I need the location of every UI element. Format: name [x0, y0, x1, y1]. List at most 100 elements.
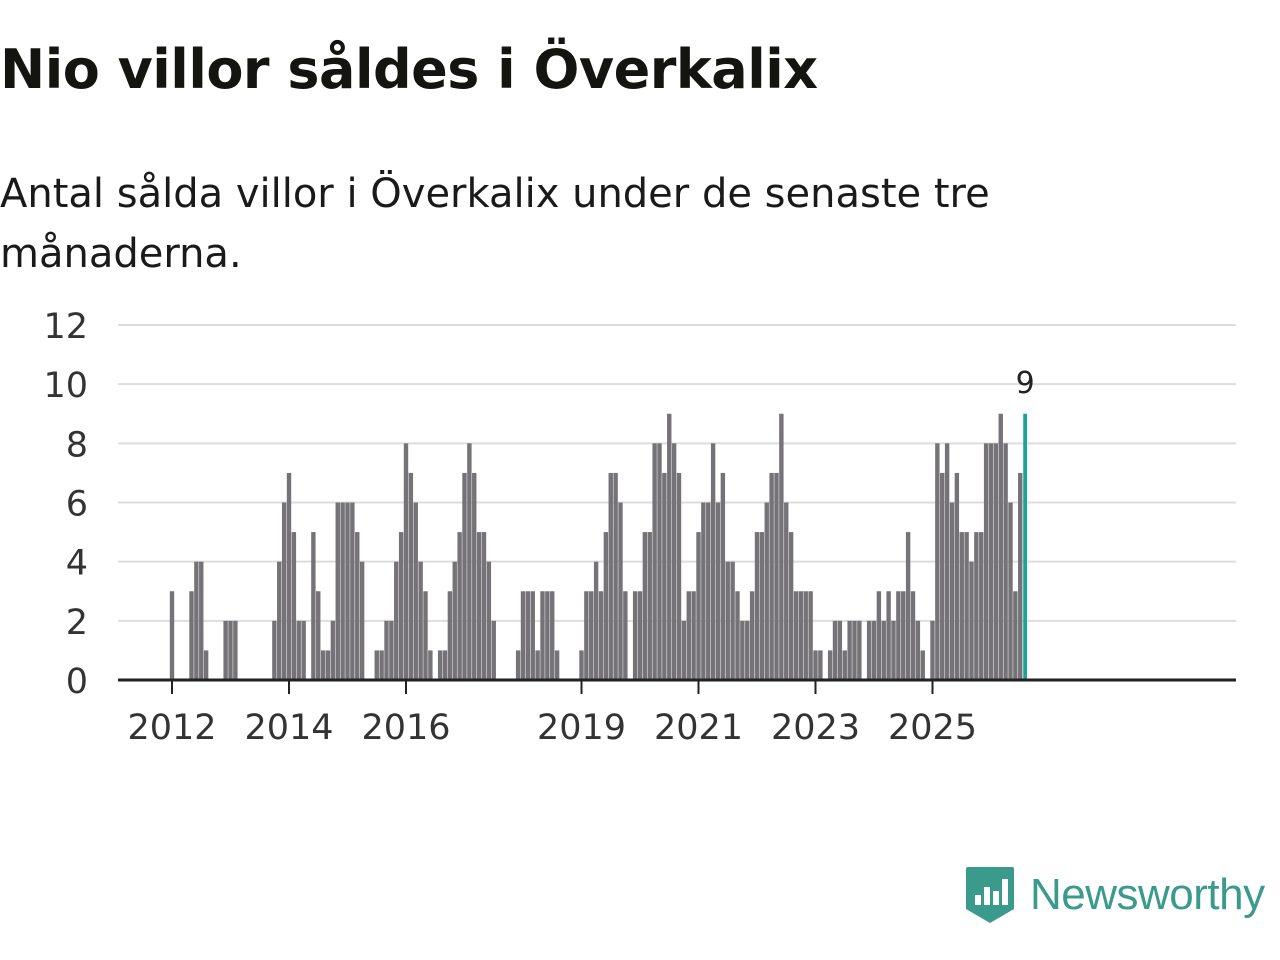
bar — [901, 591, 906, 680]
bar — [340, 502, 345, 680]
bar — [316, 591, 321, 680]
bar — [1003, 443, 1008, 680]
bar — [652, 443, 657, 680]
bar — [554, 650, 560, 680]
bar — [335, 502, 340, 680]
bar — [930, 620, 935, 680]
x-tick-label: 2025 — [888, 708, 977, 748]
chart-title: Nio villor såldes i Överkalix — [0, 38, 818, 101]
bar — [691, 591, 696, 680]
newsworthy-logo-icon — [966, 867, 1014, 923]
bar — [993, 443, 999, 680]
bar — [311, 532, 316, 680]
bar — [745, 620, 750, 680]
y-tick-label: 10 — [43, 366, 88, 406]
bar — [589, 591, 594, 680]
bar — [671, 443, 677, 680]
bar — [525, 591, 531, 680]
bar — [203, 650, 209, 680]
bar — [954, 472, 960, 680]
bar — [647, 532, 652, 680]
bar — [866, 620, 872, 680]
bar — [286, 472, 292, 680]
bar — [418, 561, 423, 680]
bar — [988, 443, 994, 680]
bar — [467, 443, 472, 680]
bar — [330, 620, 336, 680]
newsworthy-logo[interactable]: Newsworthy — [964, 864, 1265, 926]
bar — [667, 413, 672, 680]
bar — [857, 620, 862, 680]
bar — [720, 472, 726, 680]
bar — [169, 591, 175, 680]
bar — [593, 561, 599, 680]
bar — [896, 591, 901, 680]
bar — [696, 532, 701, 680]
bar — [623, 591, 628, 680]
bar — [452, 561, 457, 680]
x-axis-ticks: 2012 2014 2016 2019 2021 2023 2025 — [127, 680, 977, 748]
bar — [579, 650, 584, 680]
bar — [637, 591, 643, 680]
bar — [398, 532, 404, 680]
bar — [935, 443, 940, 680]
bar — [715, 502, 721, 680]
y-tick-label: 12 — [43, 307, 88, 347]
bar — [686, 591, 691, 680]
bar — [345, 502, 350, 680]
y-tick-label: 4 — [66, 544, 88, 584]
bar — [803, 591, 808, 680]
bar — [779, 413, 784, 680]
bar — [774, 472, 779, 680]
bar — [389, 620, 394, 680]
x-tick-label: 2023 — [771, 708, 860, 748]
bar — [491, 620, 496, 680]
bar — [350, 502, 355, 680]
bar — [481, 532, 487, 680]
bar — [355, 532, 360, 680]
bar — [979, 532, 984, 680]
bar — [442, 650, 448, 680]
bar — [320, 650, 326, 680]
bar — [871, 620, 877, 680]
bar — [408, 472, 414, 680]
bar — [394, 561, 399, 680]
bar — [457, 532, 462, 680]
bar — [272, 620, 277, 680]
bar — [194, 561, 199, 680]
bar-highlighted — [1023, 413, 1028, 680]
bar — [944, 443, 950, 680]
bar — [1013, 591, 1018, 680]
annotations: 9 — [1016, 366, 1035, 401]
bar — [603, 532, 609, 680]
bar — [618, 502, 623, 680]
bar — [949, 502, 955, 680]
bar — [754, 532, 760, 680]
bar — [359, 561, 365, 680]
bar — [301, 620, 306, 680]
bar — [847, 620, 852, 680]
brand-name: Newsworthy — [1030, 870, 1265, 919]
bar — [520, 591, 526, 680]
bar — [959, 532, 964, 680]
bar — [808, 591, 813, 680]
highlight-value-label: 9 — [1016, 366, 1035, 401]
x-tick-label: 2019 — [537, 708, 626, 748]
bar — [749, 591, 755, 680]
bar — [837, 620, 843, 680]
y-tick-label: 2 — [66, 603, 88, 643]
bar — [710, 443, 716, 680]
bar — [886, 591, 891, 680]
x-tick-label: 2014 — [244, 708, 333, 748]
x-tick-label: 2016 — [361, 708, 450, 748]
bar — [472, 472, 477, 680]
bar — [384, 620, 389, 680]
bar — [413, 502, 418, 680]
bar — [199, 561, 204, 680]
bar — [920, 650, 925, 680]
bar — [598, 591, 604, 680]
bar — [730, 561, 735, 680]
bar — [940, 472, 945, 680]
bar — [296, 620, 301, 680]
bar — [281, 502, 287, 680]
